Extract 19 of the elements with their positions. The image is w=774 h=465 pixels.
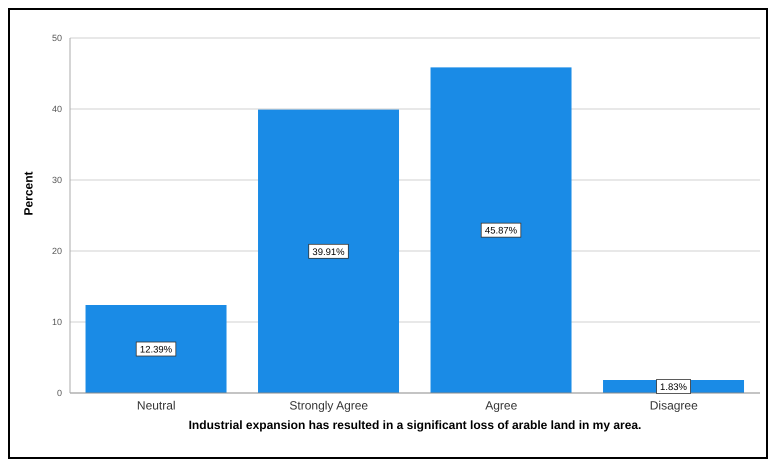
x-tick-label: Agree [485, 398, 518, 413]
bar [86, 305, 227, 393]
y-tick-label: 40 [52, 104, 62, 114]
data-label: 12.39% [140, 344, 173, 356]
y-tick-label: 0 [56, 388, 62, 398]
bar [430, 67, 572, 393]
x-tick-label: Neutral [136, 398, 176, 413]
y-tick-label: 20 [52, 246, 62, 256]
x-tick-label: Strongly Agree [289, 398, 368, 413]
x-tick-label: Disagree [650, 398, 698, 413]
bar [258, 110, 400, 393]
y-tick-label: 30 [52, 175, 62, 186]
data-label: 39.91% [312, 246, 346, 258]
y-tick-label: 10 [52, 317, 62, 328]
y-tick-label: 50 [52, 33, 62, 44]
y-axis-title: Percent [21, 171, 36, 216]
data-label: 45.87% [484, 226, 518, 237]
data-label: 1.83% [660, 382, 688, 394]
x-axis-title: Industrial expansion has resulted in a significant loss of arable land in my area. [188, 418, 642, 432]
